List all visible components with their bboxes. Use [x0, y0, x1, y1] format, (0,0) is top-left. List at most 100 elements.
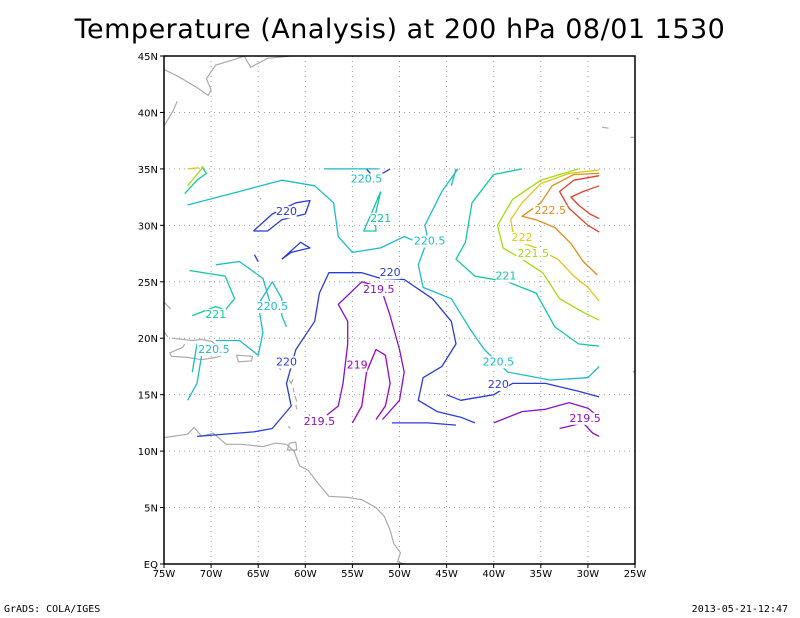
contour-label: 220.5	[198, 343, 230, 356]
coastline	[308, 413, 311, 417]
contour-label: 221	[205, 308, 226, 321]
contour-label-bg	[488, 378, 509, 391]
contour-line	[363, 191, 382, 232]
coastlines	[163, 55, 636, 565]
coastline	[243, 55, 292, 69]
coastline	[163, 301, 172, 310]
y-tick-label: EQ	[144, 560, 158, 571]
y-tick-label: 5N	[144, 504, 158, 515]
contour-label: 220.5	[483, 355, 515, 368]
contour-line	[184, 166, 208, 195]
contour-label: 222.5	[534, 204, 566, 217]
timestamp: 2013-05-21-12:47	[691, 604, 788, 615]
x-tick-label: 75W	[153, 569, 176, 580]
y-tick-label: 20N	[138, 334, 158, 345]
coastline	[235, 354, 254, 363]
coastline	[163, 55, 245, 97]
coastline	[286, 441, 298, 451]
contour-label-bg	[495, 270, 517, 283]
contour-label: 221	[495, 270, 516, 283]
contour-label-bg	[276, 356, 297, 369]
y-tick-label: 35N	[138, 165, 158, 176]
contour-line	[187, 179, 419, 254]
contour-line	[493, 401, 600, 424]
coastline	[259, 197, 262, 200]
contour-label: 220	[276, 205, 297, 218]
coastline	[295, 404, 298, 410]
map-frame	[163, 55, 636, 565]
y-tick-label: 30N	[138, 221, 158, 232]
contour-line	[521, 172, 600, 276]
y-tick-label: 40N	[138, 108, 158, 119]
contour-label-bg	[516, 247, 551, 260]
coastline	[163, 426, 405, 565]
x-tick-label: 30W	[577, 569, 600, 580]
contour-line	[496, 168, 600, 321]
contour-line	[196, 272, 476, 438]
contour-labels: 220.5 220 221 220.5 222.5 222 221.5 220 219.5 221…	[196, 172, 603, 429]
contour-label-bg	[302, 416, 337, 429]
coastline	[163, 100, 178, 127]
contour-line	[191, 343, 198, 373]
temperature-contours	[184, 166, 600, 438]
contour-label: 221.5	[518, 247, 550, 260]
x-tick-label: 65W	[247, 569, 270, 580]
contour-line	[559, 422, 600, 437]
contour-label-bg	[568, 412, 603, 425]
x-tick-label: 55W	[341, 569, 364, 580]
x-tick-label: 45W	[435, 569, 458, 580]
contour-label-bg	[255, 301, 290, 313]
contour-line	[187, 166, 205, 187]
coastline	[288, 378, 294, 385]
x-tick-label: 50W	[388, 569, 411, 580]
contour-line	[558, 175, 600, 233]
contour-label-bg	[511, 232, 533, 245]
contour-label: 222	[511, 231, 532, 244]
x-tick-label: 70W	[200, 569, 223, 580]
map-title: Temperature (Analysis) at 200 hPa 08/01 …	[74, 14, 726, 45]
contour-label: 220	[380, 266, 401, 279]
contour-line	[417, 168, 600, 381]
coastline	[601, 126, 609, 129]
contour-label: 221	[370, 212, 391, 225]
contour-line	[446, 382, 600, 401]
lat-lon-grid	[164, 56, 635, 564]
contour-label-bg	[533, 205, 568, 218]
grads-credit: GrADS: COLA/IGES	[4, 604, 101, 615]
contour-line	[326, 281, 405, 420]
y-tick-label: 25N	[138, 278, 158, 289]
contour-line	[570, 185, 600, 220]
contour-line	[351, 348, 391, 424]
contour-line	[187, 167, 199, 170]
y-tick-label: 45N	[138, 52, 158, 63]
contour-label-bg	[361, 284, 396, 297]
contour-label: 219.5	[569, 412, 601, 425]
contour-label-bg	[196, 343, 231, 356]
contour-label: 219.5	[363, 283, 395, 296]
x-tick-label: 35W	[529, 569, 552, 580]
contour-line	[392, 422, 457, 426]
x-tick-label: 25W	[624, 569, 647, 580]
contour-label: 220.5	[351, 172, 383, 185]
contour-line	[253, 199, 311, 232]
coastline	[287, 425, 291, 429]
contour-label-bg	[370, 212, 391, 225]
contour-label-bg	[349, 173, 384, 186]
contour-line	[215, 260, 273, 311]
contour-line	[253, 254, 259, 262]
coastline	[168, 337, 228, 361]
contour-line	[189, 269, 236, 317]
contour-label: 219	[347, 359, 368, 372]
contour-label-bg	[379, 267, 401, 280]
axis-ticks: 75W 70W 65W 60W 55W 50W 45W 40W 35W 30W 25W EQ 5N 10N…	[138, 52, 647, 580]
contour-line	[281, 241, 311, 260]
contour-label-bg	[205, 308, 227, 321]
contour-label: 220	[276, 355, 297, 368]
x-tick-label: 60W	[294, 569, 317, 580]
y-tick-label: 15N	[138, 391, 158, 402]
coastline	[576, 117, 579, 120]
contour-label-bg	[346, 359, 368, 372]
contour-label: 219.5	[304, 415, 336, 428]
contour-label: 220	[488, 378, 509, 391]
contour-line	[187, 355, 203, 401]
